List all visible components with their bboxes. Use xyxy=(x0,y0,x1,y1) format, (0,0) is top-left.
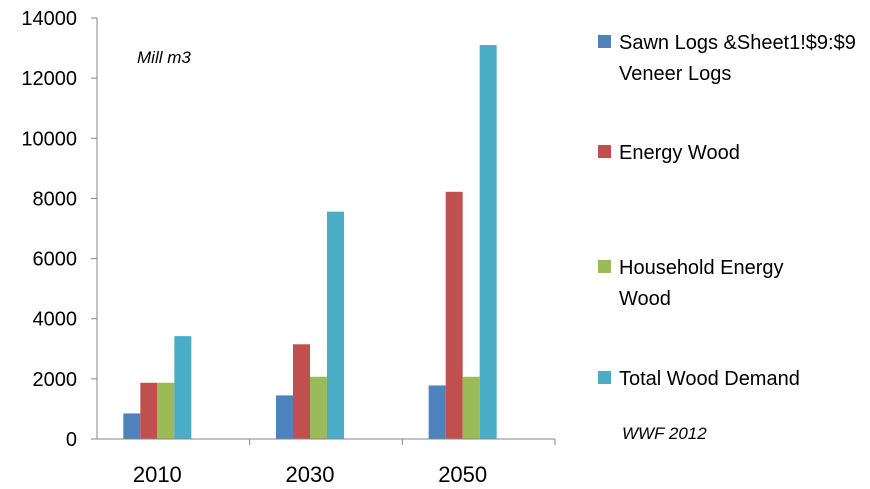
legend-item-total-wood-demand: Total Wood Demand xyxy=(598,364,864,395)
x-tick-label: 2050 xyxy=(438,462,487,487)
y-tick-label: 2000 xyxy=(33,369,78,391)
y-tick-label: 12000 xyxy=(21,68,77,90)
y-tick-label: 6000 xyxy=(33,249,78,271)
legend-item-energy-wood: Energy Wood xyxy=(598,138,864,169)
bar-2010-series-2 xyxy=(157,382,175,439)
y-tick-label: 10000 xyxy=(21,128,77,150)
x-tick-label: 2010 xyxy=(133,462,182,487)
y-tick-label: 4000 xyxy=(33,309,78,331)
bar-2030-series-2 xyxy=(310,376,327,439)
legend-item-sawn-logs: Sawn Logs &Sheet1!$9:$9 Veneer Logs xyxy=(598,28,864,90)
legend-swatch-household-energy-wood xyxy=(598,260,611,273)
bar-2030-series-3 xyxy=(327,211,344,439)
legend-swatch-energy-wood xyxy=(598,145,611,158)
bar-2050-series-1 xyxy=(445,191,463,439)
bar-2010-series-0 xyxy=(123,413,141,439)
legend-label-total-wood-demand: Total Wood Demand xyxy=(619,368,800,390)
bar-2030-series-0 xyxy=(276,395,293,439)
unit-note: Mill m3 xyxy=(137,48,191,67)
bars xyxy=(123,45,497,440)
legend-swatch-total-wood-demand xyxy=(598,371,611,384)
legend-label-household-energy-wood: Household Energy Wood xyxy=(619,257,784,310)
legend-item-household-energy-wood: Household Energy Wood xyxy=(598,253,834,315)
bar-2050-series-2 xyxy=(462,376,480,439)
y-axis-ticks: 0 2000 4000 6000 8000 10000 12000 14000 xyxy=(21,8,97,451)
legend-label-sawn-logs: Sawn Logs &Sheet1!$9:$9 Veneer Logs xyxy=(619,32,856,85)
source-note: WWF 2012 xyxy=(622,424,707,443)
bar-chart: 0 2000 4000 6000 8000 10000 12000 14000 2010 203… xyxy=(21,8,556,487)
bar-2030-series-1 xyxy=(293,344,310,439)
x-tick-label: 2030 xyxy=(286,462,335,487)
legend-swatch-sawn-logs xyxy=(598,35,611,48)
bar-2050-series-3 xyxy=(479,45,497,440)
y-tick-label: 0 xyxy=(66,429,77,451)
bar-2010-series-3 xyxy=(174,336,192,439)
legend: Sawn Logs &Sheet1!$9:$9 Veneer Logs Ener… xyxy=(598,0,868,489)
legend-label-energy-wood: Energy Wood xyxy=(619,142,740,164)
y-tick-label: 8000 xyxy=(33,188,78,210)
x-axis-labels: 2010 2030 2050 xyxy=(133,439,556,487)
y-tick-label: 14000 xyxy=(21,8,77,30)
bar-2050-series-0 xyxy=(428,385,446,439)
bar-2010-series-1 xyxy=(140,382,158,439)
